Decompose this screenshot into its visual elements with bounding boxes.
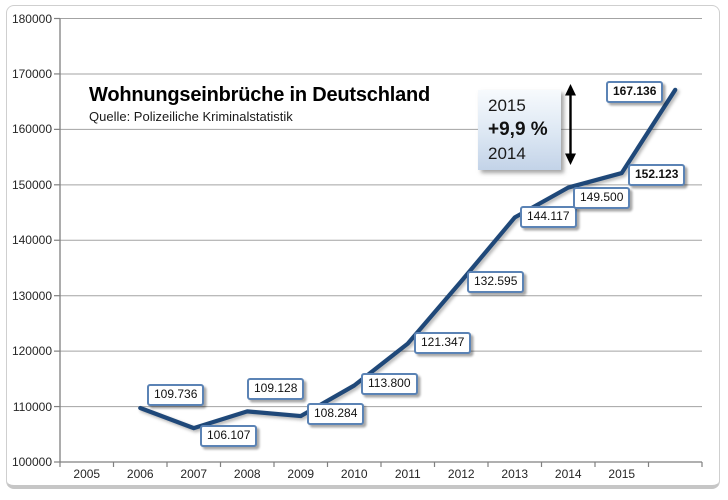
data-point-label: 132.595 bbox=[467, 271, 525, 293]
y-axis-tick-label: 110000 bbox=[12, 399, 52, 414]
x-axis-tick-label: 2007 bbox=[180, 467, 208, 481]
y-axis-tick-label: 100000 bbox=[11, 455, 52, 469]
annotation-year-bottom: 2014 bbox=[488, 144, 526, 163]
data-point-label: 109.736 bbox=[147, 384, 205, 406]
annotation-percent-change: +9,9 % bbox=[488, 119, 548, 140]
x-axis-tick-label: 2012 bbox=[447, 467, 475, 481]
x-axis-tick-label: 2008 bbox=[233, 467, 261, 481]
x-axis-tick-label: 2015 bbox=[608, 467, 636, 481]
annotation-box: 2015 +9,9 % 2014 bbox=[478, 90, 561, 170]
y-axis-tick-label: 140000 bbox=[11, 233, 52, 248]
data-point-label: 109.128 bbox=[247, 378, 305, 400]
x-axis-tick-label: 2010 bbox=[340, 467, 368, 481]
data-point-label: 113.800 bbox=[361, 373, 418, 395]
change-arrow-head-down bbox=[565, 153, 576, 165]
y-axis-tick-label: 170000 bbox=[11, 66, 52, 81]
chart-source: Quelle: Polizeiliche Kriminalstatistik bbox=[89, 109, 293, 124]
y-axis-tick-label: 160000 bbox=[11, 122, 52, 137]
y-axis-tick-label: 150000 bbox=[11, 177, 52, 192]
data-point-label: 121.347 bbox=[414, 332, 472, 354]
x-axis-tick-label: 2011 bbox=[394, 467, 421, 481]
change-arrow-head-up bbox=[565, 84, 576, 96]
data-point-label: 152.123 bbox=[628, 164, 686, 186]
y-axis-tick-label: 180000 bbox=[11, 11, 52, 26]
x-axis-tick-label: 2006 bbox=[126, 467, 154, 481]
x-axis-tick-label: 2014 bbox=[554, 467, 582, 481]
x-axis-tick-label: 2013 bbox=[501, 467, 529, 481]
data-point-label: 144.117 bbox=[520, 206, 577, 228]
y-axis-tick-label: 120000 bbox=[11, 344, 52, 359]
annotation-year-top: 2015 bbox=[488, 96, 526, 115]
data-series-line bbox=[138, 87, 678, 431]
chart-title: Wohnungseinbrüche in Deutschland bbox=[89, 84, 431, 106]
data-point-label: 106.107 bbox=[200, 425, 258, 447]
data-point-label: 149.500 bbox=[573, 187, 631, 209]
x-axis-tick-label: 2005 bbox=[73, 467, 101, 481]
x-axis-tick-label: 2009 bbox=[287, 467, 315, 481]
data-point-label: 108.284 bbox=[307, 403, 365, 425]
data-point-label: 167.136 bbox=[606, 81, 664, 103]
y-axis-tick-label: 130000 bbox=[11, 288, 52, 303]
